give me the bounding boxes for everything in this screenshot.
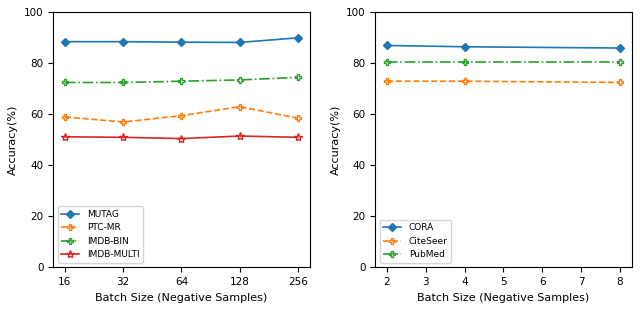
PTC-MR xyxy=(61,115,68,119)
Line: MUTAG: MUTAG xyxy=(62,35,301,45)
IMDB-MULTI xyxy=(294,136,302,139)
MUTAG xyxy=(61,40,68,44)
PTC-MR xyxy=(294,116,302,120)
IMDB-BIN xyxy=(236,78,243,82)
IMDB-BIN xyxy=(177,79,185,83)
Line: CiteSeer: CiteSeer xyxy=(383,78,623,86)
PubMed xyxy=(461,60,468,64)
MUTAG xyxy=(119,40,127,44)
CORA xyxy=(616,46,624,50)
Line: PTC-MR: PTC-MR xyxy=(61,103,301,125)
IMDB-BIN xyxy=(294,76,302,79)
Y-axis label: Accuracy(%): Accuracy(%) xyxy=(8,105,19,175)
MUTAG xyxy=(177,40,185,44)
CiteSeer xyxy=(616,81,624,84)
CiteSeer xyxy=(461,79,468,83)
X-axis label: Batch Size (Negative Samples): Batch Size (Negative Samples) xyxy=(95,293,268,303)
PubMed xyxy=(616,60,624,64)
IMDB-BIN xyxy=(61,81,68,84)
PTC-MR xyxy=(119,120,127,124)
CORA xyxy=(461,45,468,49)
PTC-MR xyxy=(177,114,185,118)
CORA xyxy=(383,44,391,47)
X-axis label: Batch Size (Negative Samples): Batch Size (Negative Samples) xyxy=(417,293,589,303)
MUTAG xyxy=(236,40,243,44)
Line: IMDB-BIN: IMDB-BIN xyxy=(61,74,301,86)
Line: CORA: CORA xyxy=(384,43,623,51)
Legend: CORA, CiteSeer, PubMed: CORA, CiteSeer, PubMed xyxy=(380,220,451,263)
IMDB-MULTI xyxy=(236,134,243,138)
PubMed xyxy=(383,60,391,64)
Line: IMDB-MULTI: IMDB-MULTI xyxy=(61,132,302,143)
IMDB-MULTI xyxy=(177,137,185,141)
IMDB-MULTI xyxy=(119,136,127,139)
MUTAG xyxy=(294,36,302,40)
Line: PubMed: PubMed xyxy=(383,58,623,66)
CiteSeer xyxy=(383,79,391,83)
PTC-MR xyxy=(236,105,243,109)
IMDB-MULTI xyxy=(61,135,68,139)
IMDB-BIN xyxy=(119,81,127,84)
Legend: MUTAG, PTC-MR, IMDB-BIN, IMDB-MULTI: MUTAG, PTC-MR, IMDB-BIN, IMDB-MULTI xyxy=(58,206,143,263)
Y-axis label: Accuracy(%): Accuracy(%) xyxy=(330,105,340,175)
